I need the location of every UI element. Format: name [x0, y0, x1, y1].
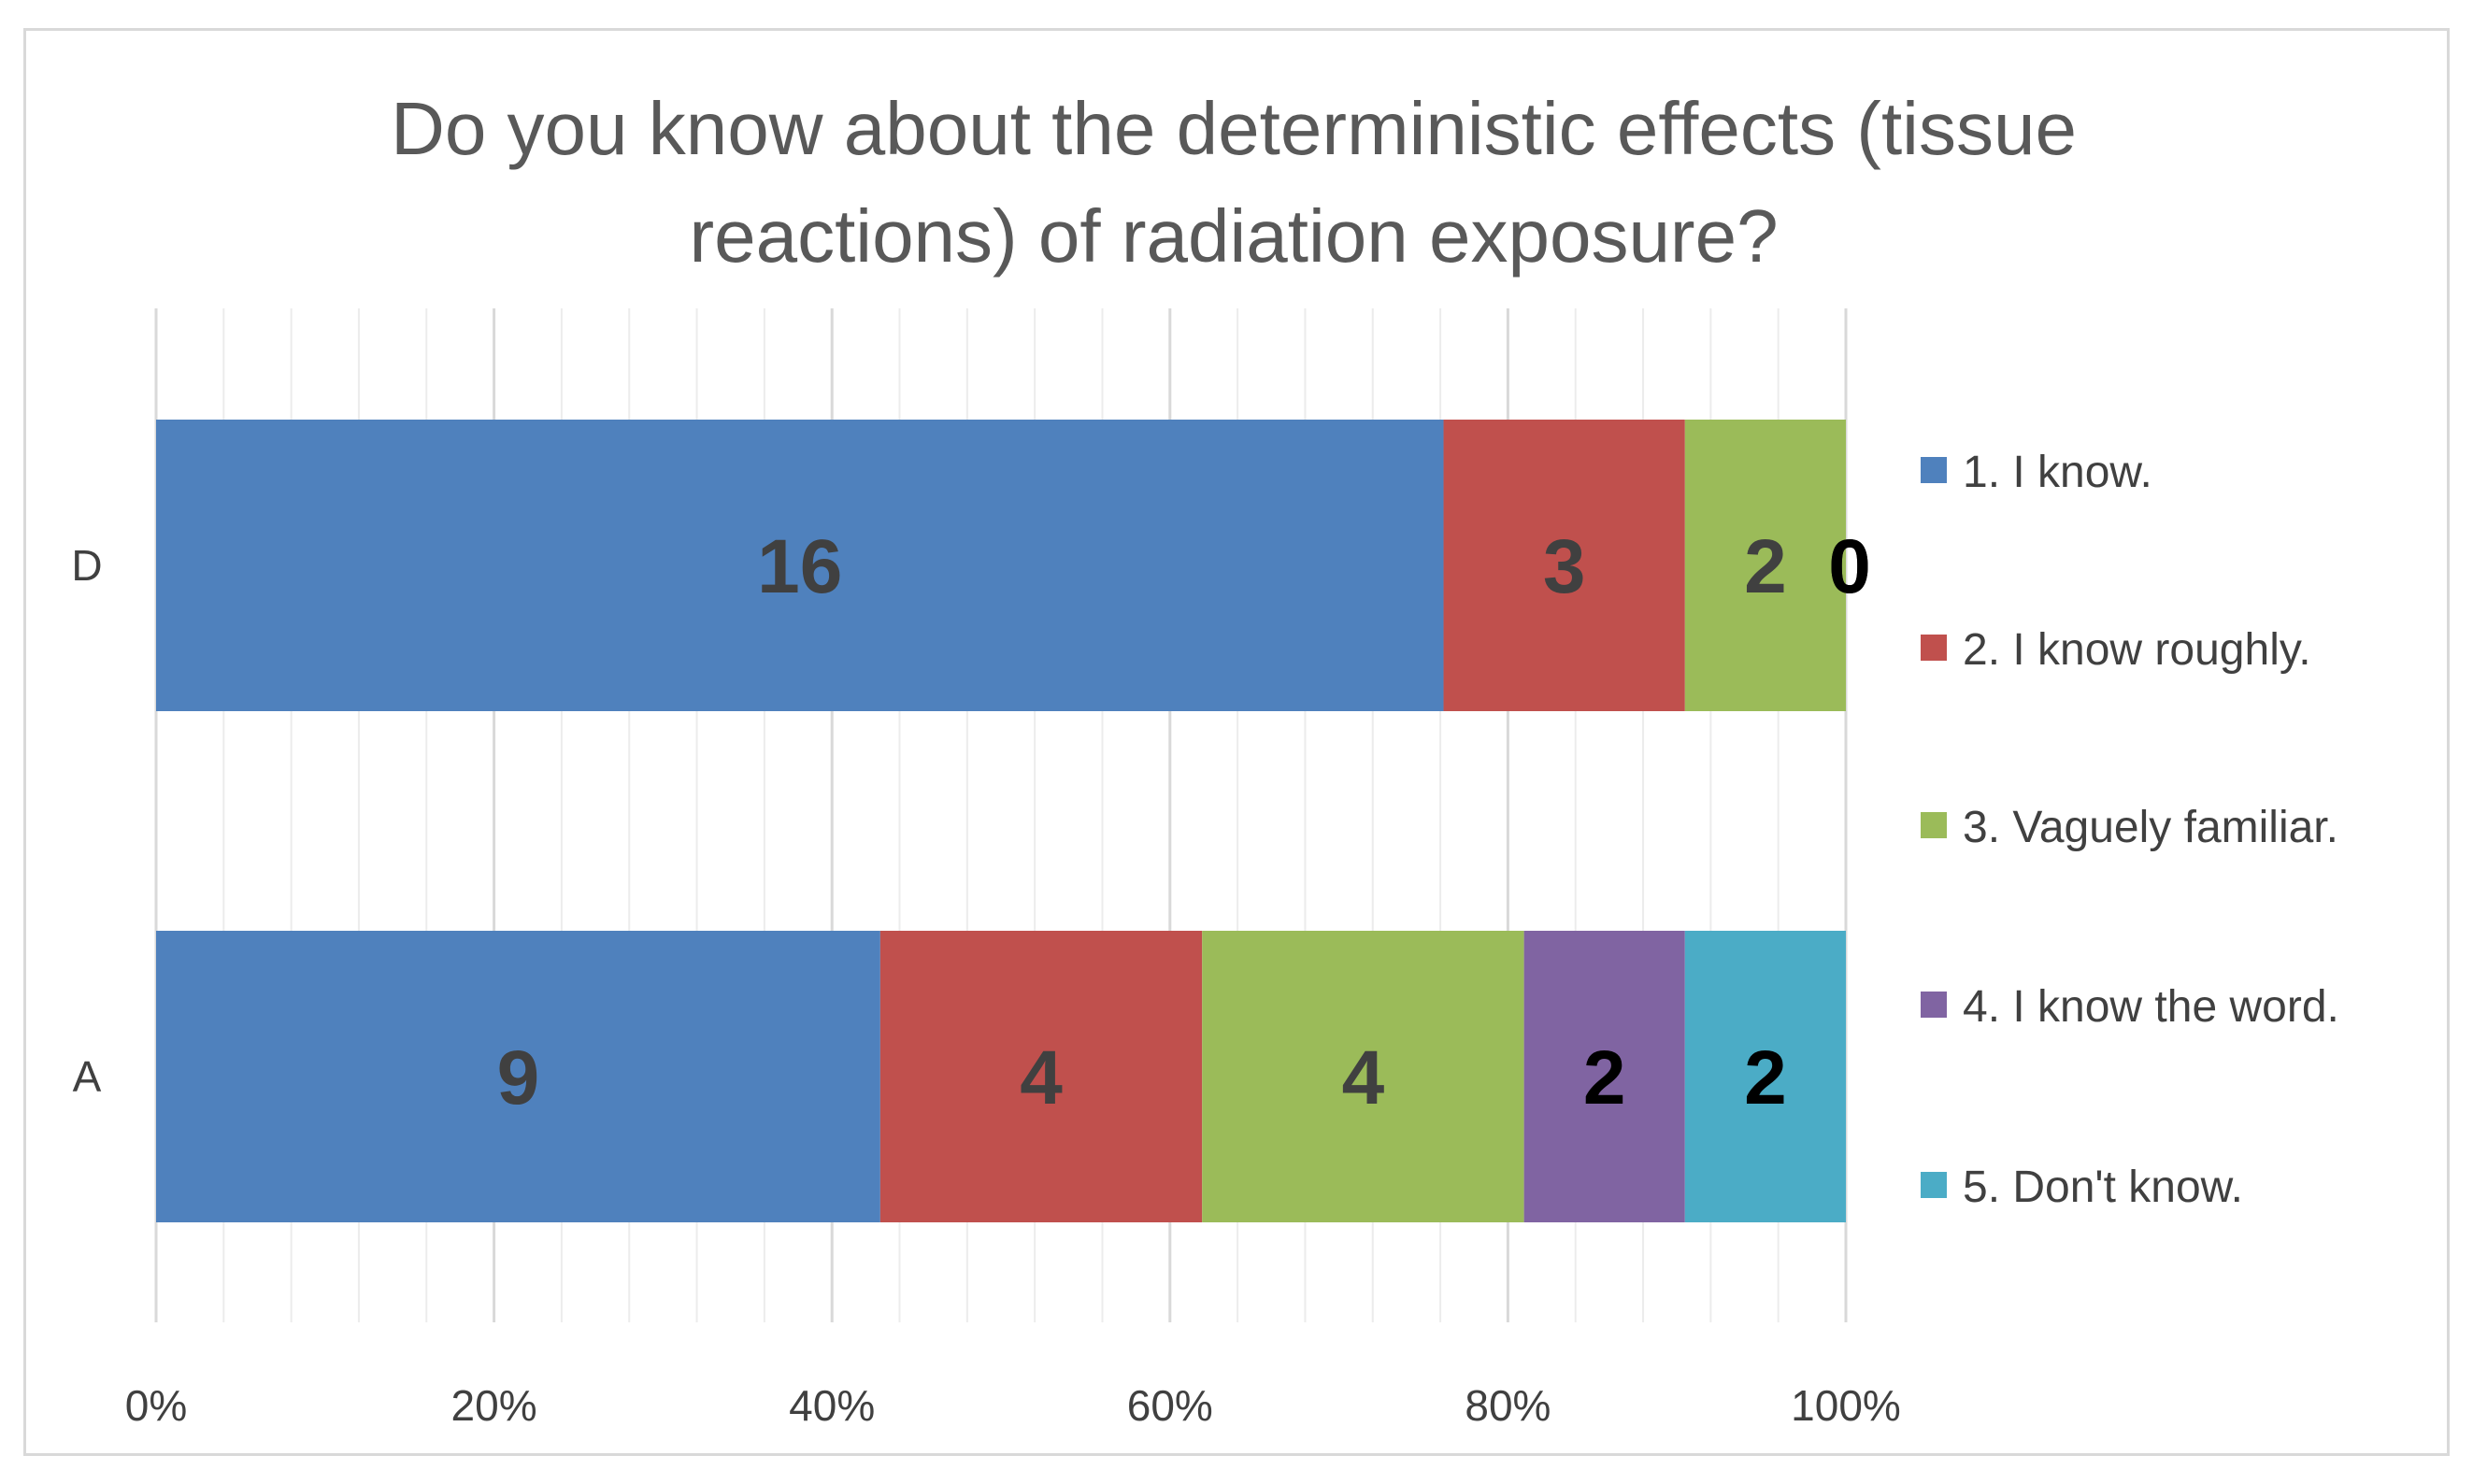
bar-segment [1684, 420, 1846, 711]
legend-label: 4. I know the word. [1963, 982, 2339, 1032]
bar-segment [156, 420, 1444, 711]
data-label: 4 [1020, 1035, 1063, 1120]
legend-label: 2. I know roughly. [1963, 625, 2311, 675]
bar-segment [1443, 420, 1685, 711]
bar-segment [879, 931, 1203, 1222]
bar-segment [1202, 931, 1524, 1222]
data-label: 2 [1744, 1035, 1787, 1120]
category-label: A [73, 1052, 102, 1101]
chart-title-line-1: Do you know about the deterministic effe… [391, 87, 2077, 170]
x-tick-label: 0% [125, 1381, 187, 1430]
x-tick-label: 80% [1465, 1381, 1551, 1430]
data-label: 0 [1828, 524, 1871, 609]
legend-swatch [1921, 635, 1947, 661]
legend-label: 1. I know. [1963, 448, 2152, 497]
data-labels: 16 3 2 009 4 4 2 2 [497, 524, 1871, 1120]
bar-segment [1523, 931, 1685, 1222]
data-label: 16 [757, 524, 842, 609]
legend-label: 5. Don't know. [1963, 1163, 2243, 1212]
chart-title-line-2: reactions) of radiation exposure? [689, 194, 1778, 278]
data-label: 2 [1744, 524, 1787, 609]
x-tick-label: 20% [451, 1381, 537, 1430]
x-tick-label: 40% [789, 1381, 875, 1430]
axes: 0% 20% 40% 60% 80% 100% D A [71, 541, 1900, 1430]
category-label: D [71, 541, 102, 590]
data-label: 4 [1342, 1035, 1385, 1120]
x-tick-label: 60% [1127, 1381, 1213, 1430]
legend-label: 3. Vaguely familiar. [1963, 803, 2338, 852]
legend-swatch [1921, 1172, 1947, 1198]
data-label: 9 [497, 1035, 540, 1120]
legend-swatch [1921, 812, 1947, 838]
legend: 1. I know. 2. I know roughly. 3. Vaguely f… [1921, 448, 2339, 1212]
bar-segment [156, 931, 880, 1222]
legend-swatch [1921, 992, 1947, 1018]
data-label: 3 [1543, 524, 1586, 609]
data-label: 2 [1583, 1035, 1626, 1120]
bars [156, 420, 1846, 1222]
x-tick-label: 100% [1791, 1381, 1901, 1430]
bar-segment [1684, 931, 1846, 1222]
legend-swatch [1921, 457, 1947, 483]
data-label: 0 [1828, 524, 1871, 609]
